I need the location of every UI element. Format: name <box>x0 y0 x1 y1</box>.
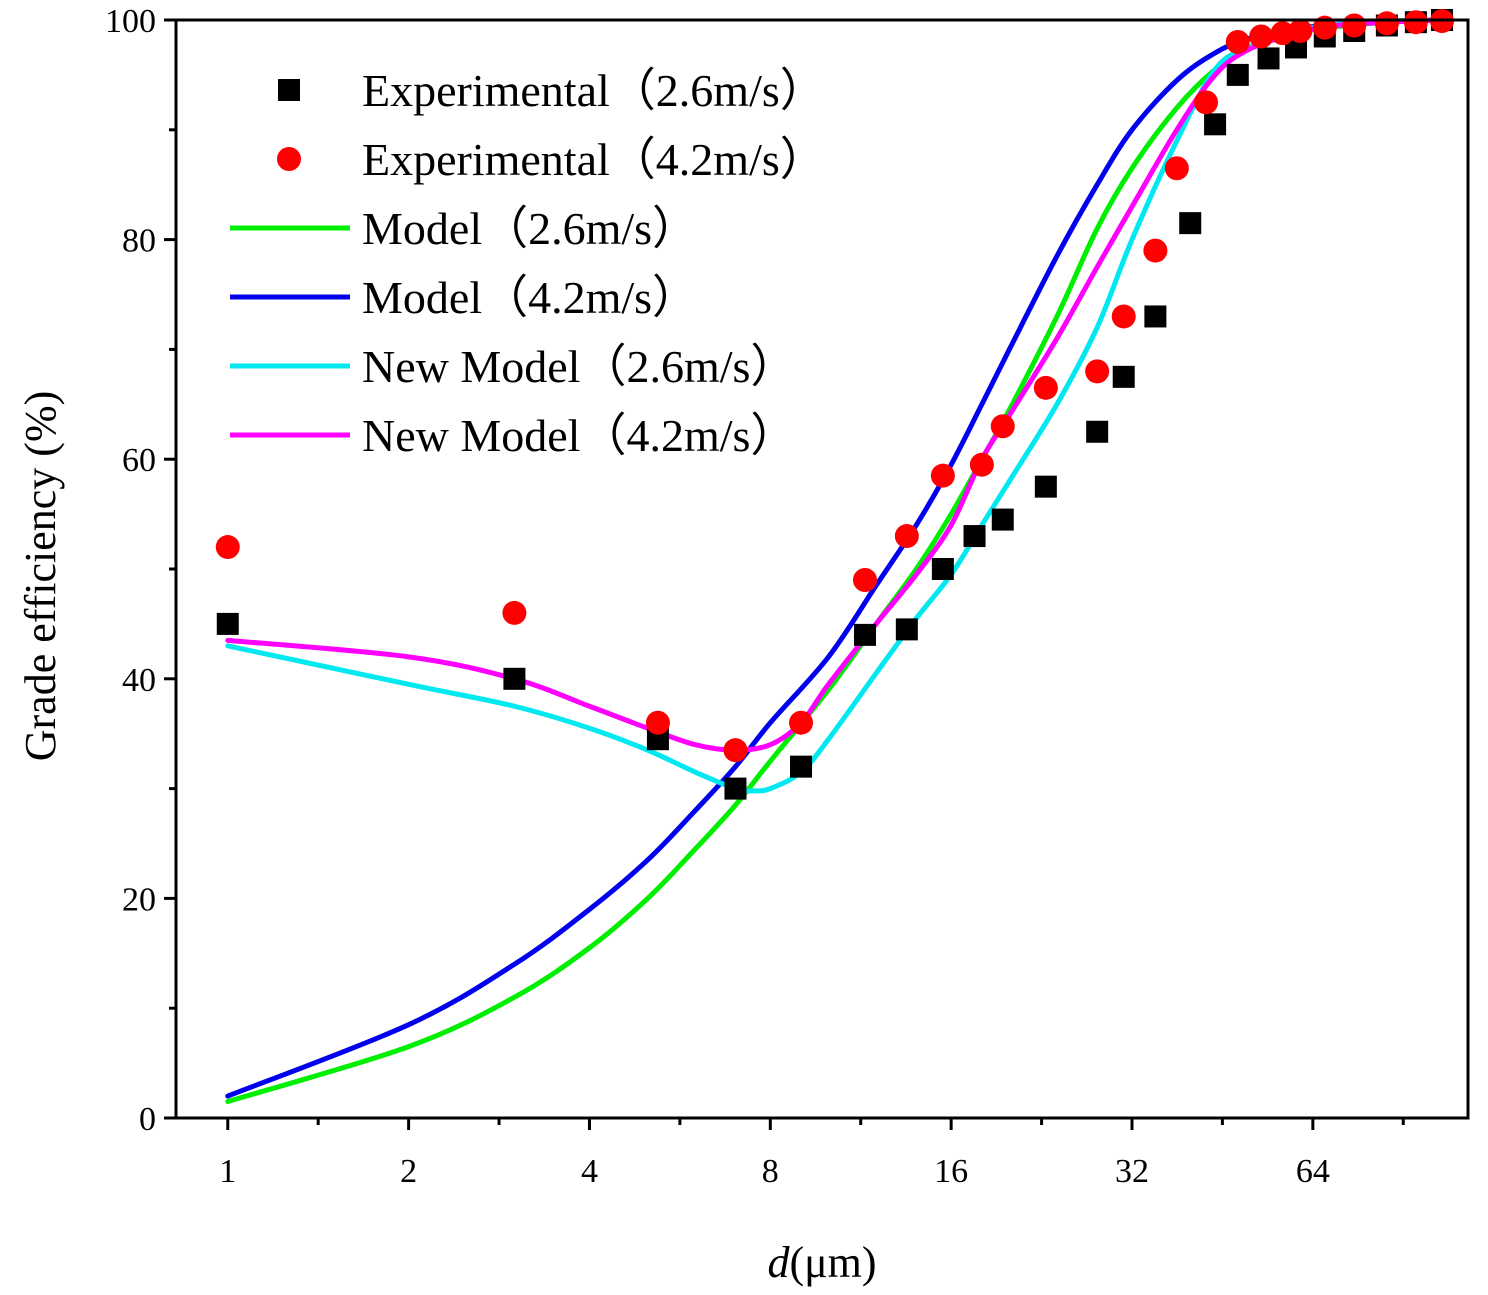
series-0-point <box>216 612 239 635</box>
series-1-point <box>852 567 877 592</box>
series-1-point <box>1111 304 1136 329</box>
x-tick-label: 32 <box>1115 1153 1149 1190</box>
series-1-point <box>990 414 1015 439</box>
series-0-point <box>1257 47 1280 70</box>
legend-marker-swatch <box>278 79 300 101</box>
series-0-point <box>1204 113 1227 136</box>
series-1-point <box>1225 29 1250 54</box>
series-0-point <box>724 777 747 800</box>
legend-item: New Model（4.2m/s） <box>230 410 796 461</box>
series-5-line <box>225 17 1445 753</box>
series-0-point <box>1179 212 1202 235</box>
series-0-point <box>1226 63 1249 86</box>
legend-item: New Model（2.6m/s） <box>230 341 796 392</box>
x-tick-label: 1 <box>219 1153 236 1190</box>
series-0-point <box>1086 420 1109 443</box>
y-tick-label: 0 <box>139 1101 156 1138</box>
series-1-point <box>502 600 527 625</box>
series-1-point <box>645 710 670 735</box>
series-1-point <box>894 524 919 549</box>
series-layer <box>215 9 1455 1105</box>
series-0-point <box>963 525 986 548</box>
x-tick-label: 16 <box>934 1153 968 1190</box>
series-1-point <box>930 463 955 488</box>
legend-item: Model（2.6m/s） <box>230 203 698 254</box>
series-0-point <box>931 558 954 580</box>
series-1-point <box>1033 375 1058 400</box>
x-axis-title-unit: (μm) <box>789 1238 876 1287</box>
y-axis-title: Grade efficiency (%) <box>16 391 65 762</box>
x-axis-title-variable: d <box>767 1238 790 1287</box>
series-0-point <box>1144 305 1167 328</box>
y-tick-label: 60 <box>122 442 156 479</box>
series-4-line <box>225 17 1445 794</box>
legend-item: Model（4.2m/s） <box>230 272 698 323</box>
legend-label: New Model（2.6m/s） <box>362 341 796 392</box>
series-1-point <box>1403 10 1428 35</box>
series-0-point <box>1112 365 1135 388</box>
legend-item: Experimental（4.2m/s） <box>277 134 826 185</box>
series-0-point <box>991 508 1014 531</box>
legend-label: Model（2.6m/s） <box>362 203 698 254</box>
legend-marker-swatch <box>277 147 301 171</box>
series-1-point <box>969 452 994 477</box>
series-1-point <box>1194 90 1219 115</box>
series-1-point <box>1312 15 1337 40</box>
x-tick-label: 4 <box>581 1153 598 1190</box>
legend: Experimental（2.6m/s） Experimental（4.2m/s）… <box>230 65 826 461</box>
series-0-point <box>853 623 876 646</box>
y-tick-label: 20 <box>122 881 156 918</box>
series-1-point <box>1288 18 1313 43</box>
series-1-point <box>789 710 814 735</box>
series-1-point <box>1143 238 1168 263</box>
series-1-point <box>1164 156 1189 181</box>
legend-label: New Model（4.2m/s） <box>362 410 796 461</box>
legend-item: Experimental（2.6m/s） <box>278 65 826 116</box>
series-0-point <box>1034 475 1057 498</box>
series-1-point <box>1270 21 1295 46</box>
y-tick-label: 100 <box>105 3 156 40</box>
series-0-point <box>646 728 669 751</box>
y-tick-label: 80 <box>122 223 156 260</box>
series-1-point <box>723 738 748 763</box>
legend-label: Experimental（4.2m/s） <box>362 134 826 185</box>
series-0-point <box>790 755 813 778</box>
x-tick-label: 8 <box>762 1153 779 1190</box>
axis-layer: 0 20 40 60 80 100 1 2 4 8 16 32 64 <box>105 3 1470 1190</box>
x-axis-title: d(μm) <box>767 1238 876 1287</box>
legend-label: Model（4.2m/s） <box>362 272 698 323</box>
series-0-point <box>895 618 918 641</box>
series-1-point <box>1374 11 1399 36</box>
series-1-point <box>215 535 240 560</box>
series-0-point <box>503 667 526 690</box>
x-tick-label: 2 <box>400 1153 417 1190</box>
y-tick-label: 40 <box>122 662 156 699</box>
series-1-point <box>1085 359 1110 384</box>
series-1-point <box>1249 24 1274 49</box>
x-tick-label: 64 <box>1296 1153 1330 1190</box>
series-1-point <box>1342 13 1367 38</box>
legend-label: Experimental（2.6m/s） <box>362 65 826 116</box>
